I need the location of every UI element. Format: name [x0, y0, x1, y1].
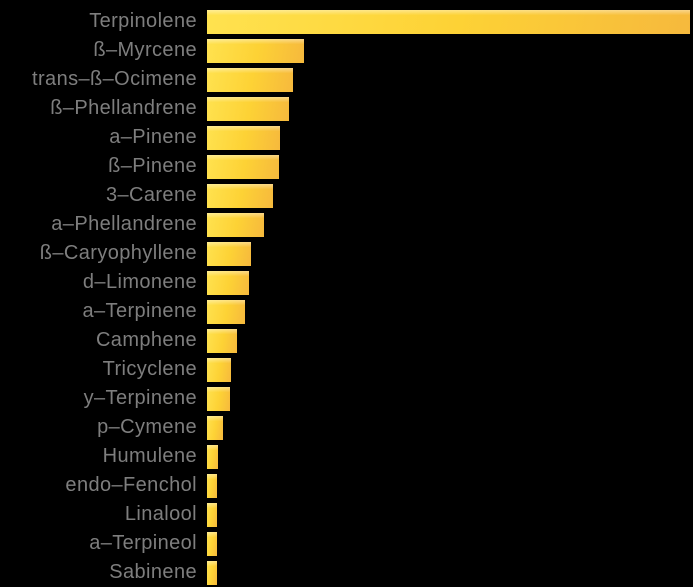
bar-track — [207, 38, 693, 63]
bar-category-label: ß–Myrcene — [93, 39, 197, 61]
bar-category-label: a–Terpineol — [89, 532, 197, 554]
bar-category-label: d–Limonene — [82, 271, 197, 293]
bar — [207, 531, 217, 556]
bar-category-label: Camphene — [95, 329, 197, 351]
bar-track — [207, 357, 693, 382]
bar-row: d–Limonene — [0, 268, 693, 297]
bar — [207, 154, 279, 179]
bar-category-label: Sabinene — [109, 561, 197, 583]
bar-row: Tricyclene — [0, 355, 693, 384]
bar-row: a–Phellandrene — [0, 210, 693, 239]
bar-category-label: p–Cymene — [97, 416, 197, 438]
bar-category-label: trans–ß–Ocimene — [32, 68, 197, 90]
bar-track — [207, 473, 693, 498]
bar-track — [207, 96, 693, 121]
bar-track — [207, 241, 693, 266]
bar-row: 3–Carene — [0, 181, 693, 210]
bar-row: y–Terpinene — [0, 384, 693, 413]
bar-row: p–Cymene — [0, 413, 693, 442]
bar-category-label: Humulene — [102, 445, 197, 467]
bar — [207, 357, 232, 382]
bar-row: ß–Caryophyllene — [0, 239, 693, 268]
bar — [207, 299, 246, 324]
bar-category-label: ß–Pinene — [108, 155, 197, 177]
bar — [207, 38, 305, 63]
bar-track — [207, 415, 693, 440]
bar — [207, 183, 274, 208]
bar-category-label: ß–Caryophyllene — [39, 242, 197, 264]
bar-track — [207, 299, 693, 324]
bar — [207, 270, 250, 295]
bar-category-label: a–Pinene — [109, 126, 197, 148]
bar-track — [207, 183, 693, 208]
bar — [207, 502, 217, 527]
bar-row: ß–Myrcene — [0, 36, 693, 65]
bar-row: endo–Fenchol — [0, 471, 693, 500]
bar-row: ß–Phellandrene — [0, 94, 693, 123]
bar-row: Sabinene — [0, 558, 693, 587]
bar-track — [207, 9, 693, 34]
bar — [207, 415, 223, 440]
bar-row: a–Pinene — [0, 123, 693, 152]
bar-category-label: Tricyclene — [102, 358, 197, 380]
bar-row: ß–Pinene — [0, 152, 693, 181]
bar-category-label: Linalool — [124, 503, 197, 525]
bar-row: Camphene — [0, 326, 693, 355]
bar — [207, 241, 251, 266]
bar-category-label: a–Terpinene — [82, 300, 197, 322]
bar-row: Humulene — [0, 442, 693, 471]
bar — [207, 125, 280, 150]
bar — [207, 444, 218, 469]
bar-row: trans–ß–Ocimene — [0, 65, 693, 94]
bar — [207, 473, 217, 498]
bar-category-label: 3–Carene — [105, 184, 197, 206]
bar — [207, 328, 237, 353]
bar-row: a–Terpinene — [0, 297, 693, 326]
bar-track — [207, 502, 693, 527]
bar-track — [207, 444, 693, 469]
bar-category-label: Terpinolene — [89, 10, 197, 32]
bar — [207, 560, 218, 585]
bar-track — [207, 328, 693, 353]
bar-track — [207, 531, 693, 556]
bar-track — [207, 125, 693, 150]
bar-track — [207, 270, 693, 295]
bar-category-label: endo–Fenchol — [65, 474, 197, 496]
bar — [207, 386, 231, 411]
bar-track — [207, 67, 693, 92]
bar-track — [207, 560, 693, 585]
bar — [207, 96, 290, 121]
bar-track — [207, 212, 693, 237]
bar-track — [207, 386, 693, 411]
bar-category-label: ß–Phellandrene — [50, 97, 197, 119]
bar-category-label: a–Phellandrene — [51, 213, 197, 235]
bar-row: Linalool — [0, 500, 693, 529]
bar-row: a–Terpineol — [0, 529, 693, 558]
bar — [207, 9, 690, 34]
bar — [207, 212, 264, 237]
bar-row: Terpinolene — [0, 7, 693, 36]
bar — [207, 67, 293, 92]
bar-track — [207, 154, 693, 179]
bar-category-label: y–Terpinene — [83, 387, 197, 409]
